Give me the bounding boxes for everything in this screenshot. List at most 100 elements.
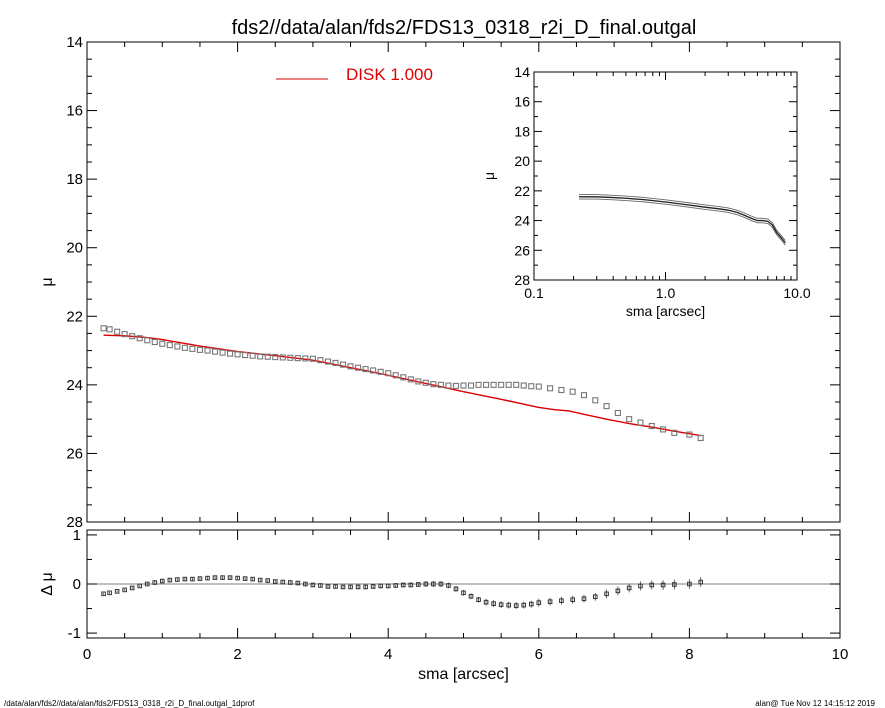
residual-point [295,580,301,586]
residual-point [592,594,598,600]
data-point [302,355,309,362]
data-point [603,403,610,410]
residual-point [370,584,376,589]
legend-label: DISK 1.000 [346,65,433,84]
residual-point [547,599,553,604]
data-point [144,337,151,344]
residual-point [242,576,248,581]
data-point [415,378,422,385]
y-axis-label: μ [39,277,56,286]
inset-x-tick-label: 10.0 [783,285,810,301]
y-tick-label: 20 [66,240,83,257]
data-point [686,431,693,438]
residual-point [257,577,263,583]
residual-point [318,583,323,588]
inset-profile-line [579,196,786,244]
data-point [437,381,444,388]
data-point [166,342,173,349]
data-point [520,382,527,389]
data-point [159,340,166,347]
inset-y-axis-label: μ [481,172,497,180]
residual-point [101,591,106,597]
data-point [189,345,196,352]
residual-point [687,581,692,587]
residual-point [227,575,233,580]
inset-y-tick-label: 22 [514,183,530,199]
residual-point [348,584,353,590]
data-point [227,350,234,357]
x-tick-label: 8 [685,646,693,663]
data-point [637,419,644,426]
residual-point [423,581,429,587]
residual-point [408,582,414,588]
residual-point [190,576,195,582]
residual-point [660,582,666,588]
residual-point [197,576,203,581]
data-point [129,333,136,340]
residual-point [698,579,703,585]
residual-point [476,597,481,603]
x-tick-label: 4 [384,646,392,663]
data-point [257,353,264,360]
data-point [249,352,256,359]
data-point [121,331,128,338]
data-point [626,416,633,423]
data-point [339,361,347,368]
residual-point [649,582,655,588]
inset-profile-line [579,194,786,241]
data-point [324,358,332,365]
y-tick-label: 18 [66,171,83,188]
residual-point [129,585,135,591]
residual-point [340,584,346,590]
residual-point [152,580,158,585]
residual-point [536,600,542,605]
residual-point [521,602,527,608]
data-point [242,351,249,359]
data-point [204,347,211,354]
data-point [234,351,241,358]
data-point [309,355,316,362]
data-point [505,381,512,388]
residual-point [272,579,278,584]
y-tick-label: 14 [66,34,83,51]
residual-point [182,576,188,582]
inset-log-plot: 14 16 18 20 22 24 26 280.1 1.0 10.0 sma [arcsec] μ [481,64,811,319]
residual-point [581,596,587,602]
data-point [614,409,621,417]
inset-y-tick-label: 18 [514,123,530,139]
data-point [106,326,113,333]
data-point [475,381,482,388]
residual-point [265,578,271,583]
residual-point [461,590,466,596]
data-point [136,335,143,342]
residual-point [672,582,677,587]
inset-y-tick-label: 26 [514,242,530,258]
residual-point [385,583,391,589]
inset-y-tick-label: 16 [514,94,530,110]
data-point [535,383,542,390]
x-tick-label: 0 [83,646,91,663]
residual-point [453,586,459,592]
data-point [671,429,678,436]
x-axis-label: sma [arcsec] [418,666,509,683]
inset-x-tick-label: 1.0 [656,285,676,301]
y-axis-label: Δ μ [39,572,56,595]
y-tick-label: -1 [68,625,81,642]
data-point [211,348,219,355]
data-point [377,368,384,375]
inset-x-tick-label: 0.1 [524,285,544,301]
residual-point [626,585,632,591]
data-point [467,382,475,389]
chart-title: fds2//data/alan/fds2/FDS13_0318_r2i_D_fi… [232,17,697,39]
data-point [659,426,667,433]
residual-point [107,590,112,596]
residual-point [393,583,399,588]
data-point [272,354,279,361]
inset-y-tick-label: 24 [514,213,530,229]
inset-y-tick-label: 28 [514,272,530,288]
residual-point [175,577,180,582]
data-point [452,382,460,389]
data-point [362,366,369,373]
inset-profile-line [579,198,786,246]
